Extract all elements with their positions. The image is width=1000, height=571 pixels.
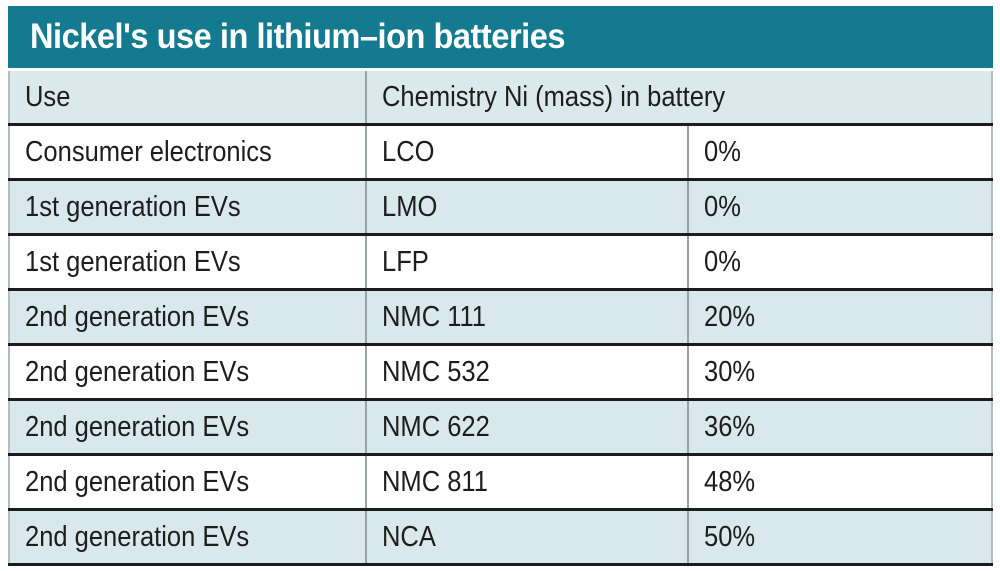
- cell-chemistry: LFP: [366, 234, 689, 290]
- cell-use: 2nd generation EVs: [9, 399, 367, 455]
- cell-use: 2nd generation EVs: [9, 454, 367, 510]
- cell-chemistry: NMC 532: [366, 344, 689, 400]
- cell-use: 2nd generation EVs: [9, 509, 367, 565]
- cell-chemistry: LCO: [366, 124, 689, 180]
- cell-use: 1st generation EVs: [9, 179, 367, 235]
- cell-chemistry: LMO: [366, 179, 689, 235]
- cell-chemistry: NMC 622: [366, 399, 689, 455]
- cell-ni-mass: 50%: [704, 520, 756, 553]
- table-row: 2nd generation EVs NMC 532 30%: [9, 344, 992, 400]
- table-row: 1st generation EVs LMO 0%: [9, 179, 992, 235]
- column-header-chemistry-ni-mass: Chemistry Ni (mass) in battery: [366, 71, 992, 125]
- cell-ni-mass: 30%: [704, 355, 756, 388]
- cell-ni-mass: 36%: [704, 410, 756, 443]
- table-header-row: Use Chemistry Ni (mass) in battery: [9, 71, 992, 125]
- table-row: 1st generation EVs LFP 0%: [9, 234, 992, 290]
- nickel-batteries-table: Use Chemistry Ni (mass) in battery Consu…: [8, 71, 993, 566]
- table-row: 2nd generation EVs NMC 622 36%: [9, 399, 992, 455]
- cell-ni-mass: 48%: [704, 465, 756, 498]
- column-header-use-label: Use: [25, 80, 71, 113]
- table-row: Consumer electronics LCO 0%: [9, 124, 992, 180]
- cell-ni-mass: 0%: [704, 245, 741, 278]
- cell-chemistry: NMC 811: [366, 454, 689, 510]
- table-row: 2nd generation EVs NCA 50%: [9, 509, 992, 565]
- table-row: 2nd generation EVs NMC 811 48%: [9, 454, 992, 510]
- figure-title-bar: Nickel's use in lithium–ion batteries: [8, 6, 993, 68]
- cell-use: Consumer electronics: [9, 124, 367, 180]
- table-row: 2nd generation EVs NMC 111 20%: [9, 289, 992, 345]
- cell-ni-mass: 0%: [704, 190, 741, 223]
- column-header-chemistry-ni-mass-label: Chemistry Ni (mass) in battery: [382, 80, 726, 113]
- cell-ni-mass: 20%: [704, 300, 756, 333]
- figure-title: Nickel's use in lithium–ion batteries: [30, 17, 566, 56]
- column-header-use: Use: [9, 71, 367, 125]
- cell-use: 1st generation EVs: [9, 234, 367, 290]
- cell-chemistry: NCA: [366, 509, 689, 565]
- cell-ni-mass: 0%: [704, 135, 741, 168]
- cell-use: 2nd generation EVs: [9, 289, 367, 345]
- cell-chemistry: NMC 111: [366, 289, 689, 345]
- cell-use: 2nd generation EVs: [9, 344, 367, 400]
